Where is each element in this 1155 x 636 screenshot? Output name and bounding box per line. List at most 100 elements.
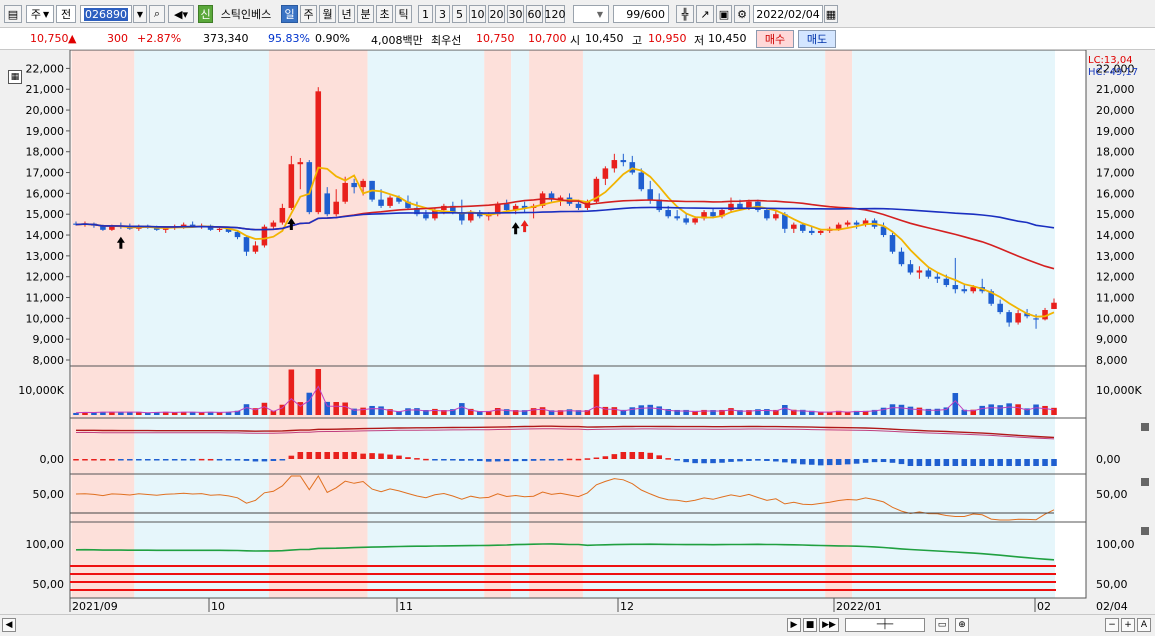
candle[interactable] [207,225,214,230]
candle[interactable] [414,207,420,215]
candle[interactable] [764,210,770,219]
period-tab-1[interactable]: 주 [300,5,317,23]
candle[interactable] [808,230,815,233]
candle[interactable] [100,225,106,230]
candle[interactable] [405,201,411,208]
candle[interactable] [153,227,160,230]
zoom-slider[interactable]: ─┼─ [845,618,925,632]
candle[interactable] [1051,302,1057,309]
candle[interactable] [279,207,286,223]
candle[interactable] [189,224,196,227]
candle[interactable] [638,172,645,190]
panel-close-icon[interactable] [1141,478,1149,486]
candle[interactable] [459,212,465,221]
candle[interactable] [351,182,357,188]
candle[interactable] [423,214,429,219]
search-icon[interactable]: ⌕ [149,5,165,23]
sell-button[interactable]: 매도 [798,30,836,48]
stock-chart[interactable]: 22,000 22,000 21,000 21,000 20,000 20,000 19,0… [0,50,1155,614]
candle[interactable] [620,160,627,163]
candle[interactable] [180,224,187,227]
candle[interactable] [494,203,501,215]
candle[interactable] [378,199,384,206]
candle[interactable] [602,168,609,179]
chart-menu-icon[interactable]: ▤ [4,5,22,23]
candle[interactable] [782,214,788,229]
candle[interactable] [1024,313,1030,317]
candle[interactable] [306,162,313,213]
candle[interactable] [799,224,806,231]
candle[interactable] [817,230,824,233]
interval-tab-3[interactable]: 3 [435,5,450,23]
grid-icon[interactable]: ▦ [8,70,22,84]
candle[interactable] [952,285,959,290]
period-tab-5[interactable]: 초 [376,5,393,23]
fast-forward-button[interactable]: ▶▶ [819,618,839,632]
candle[interactable] [387,197,393,206]
candle[interactable] [450,205,456,213]
candle[interactable] [432,210,438,219]
candle[interactable] [791,224,797,229]
candle[interactable] [898,251,905,265]
candle[interactable] [880,226,887,236]
candle[interactable] [746,201,752,208]
candle[interactable] [521,205,528,208]
candle[interactable] [844,222,851,225]
candle[interactable] [925,270,932,277]
scroll-left-button[interactable]: ◀ [2,618,16,632]
period-tab-4[interactable]: 분 [357,5,374,23]
draw-tool-icon[interactable]: ↗ [696,5,714,23]
interval-tab-30[interactable]: 30 [507,5,524,23]
candle[interactable] [943,278,950,286]
font-size-icon[interactable]: A [1137,618,1151,632]
interval-tab-5[interactable]: 5 [452,5,467,23]
candle[interactable] [907,264,914,273]
market-type2-select[interactable]: 전 [56,5,76,23]
candle[interactable] [396,197,402,202]
candle[interactable] [333,201,339,215]
candle[interactable] [862,220,869,225]
candle[interactable] [656,199,662,211]
interval-tab-1[interactable]: 1 [418,5,433,23]
candle[interactable] [773,214,779,219]
candle[interactable] [512,205,519,211]
candle[interactable] [934,276,941,279]
candle[interactable] [557,197,564,200]
candle[interactable] [468,212,474,221]
candle[interactable] [1015,313,1021,323]
candle[interactable] [109,225,115,230]
interval-tab-20[interactable]: 20 [488,5,505,23]
candle[interactable] [1006,312,1012,323]
panel-close-icon[interactable] [1141,423,1149,431]
candle[interactable] [315,91,322,213]
candle[interactable] [270,222,277,227]
panel-close-icon[interactable] [1141,527,1149,535]
candle[interactable] [261,226,268,246]
date-field[interactable]: 2022/02/04 [753,5,823,23]
code-dropdown-button[interactable]: ▼ [133,5,147,23]
candle[interactable] [710,212,716,217]
candle[interactable] [701,212,707,219]
candle[interactable] [853,222,860,225]
interval-tab-60[interactable]: 60 [526,5,543,23]
candle[interactable] [997,303,1003,313]
candle[interactable] [692,218,698,223]
buy-button[interactable]: 매수 [756,30,794,48]
data-count-field[interactable]: 99/600 [613,5,669,23]
interval-tab-120[interactable]: 120 [545,5,566,23]
candle[interactable] [1033,318,1039,320]
candle[interactable] [961,289,968,292]
candle[interactable] [988,291,994,304]
gear-icon[interactable]: ⚙ [734,5,750,23]
candle[interactable] [647,189,654,200]
candle[interactable] [503,203,510,211]
candle[interactable] [719,210,725,217]
candle[interactable] [593,178,600,202]
candle[interactable] [737,203,743,208]
stock-code-input[interactable]: 026890 [80,5,132,23]
candle[interactable] [629,162,636,173]
candle[interactable] [970,287,977,292]
candle[interactable] [360,180,366,188]
period-tab-0[interactable]: 일 [281,5,298,23]
period-tab-2[interactable]: 월 [319,5,336,23]
